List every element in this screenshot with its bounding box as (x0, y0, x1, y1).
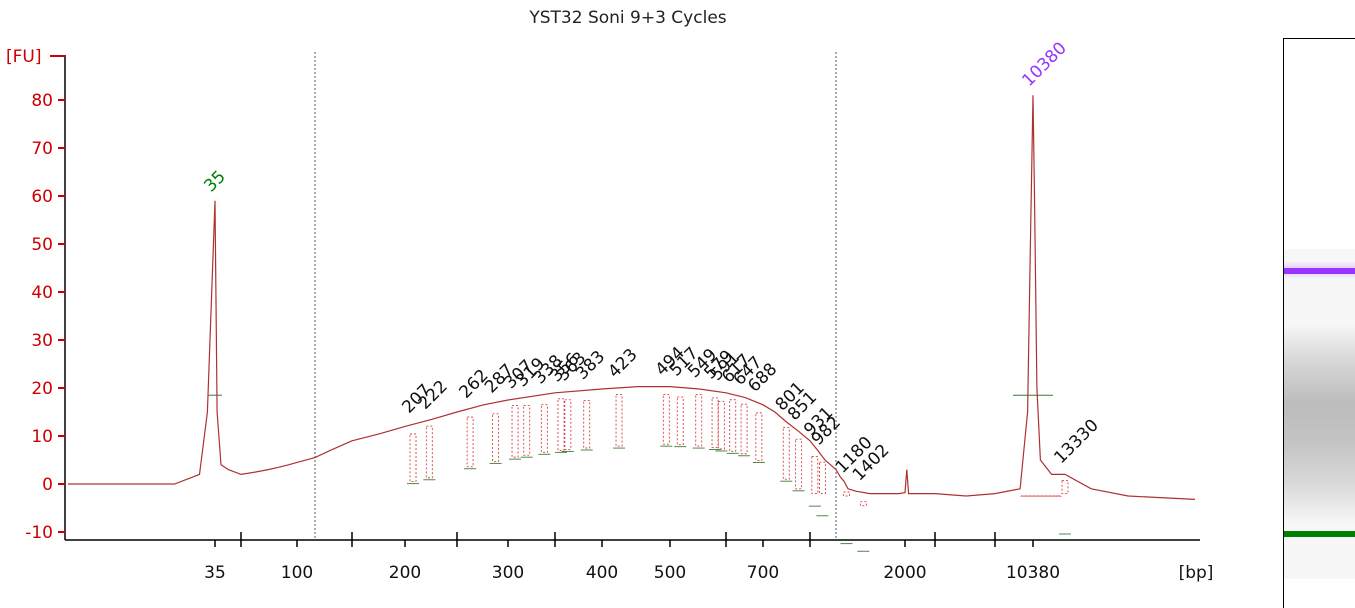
upper-marker-band (1284, 268, 1355, 274)
peak-integration-box (467, 417, 473, 467)
peak-integration-box (493, 414, 499, 462)
trace-line (68, 95, 1195, 499)
y-tick-label: 70 (31, 139, 53, 159)
peak-integration-box (796, 439, 802, 489)
x-tick-label: 500 (654, 563, 686, 583)
peak-integration-box (819, 462, 825, 493)
y-tick-label: 50 (31, 235, 53, 255)
x-tick-label: 300 (492, 563, 524, 583)
peak-integration-box (718, 401, 724, 449)
x-tick-label: 200 (389, 563, 421, 583)
peak-integration-box (812, 457, 818, 494)
y-tick-label: 80 (31, 91, 53, 111)
peak-integration-box (677, 397, 683, 445)
peak-integration-boxes (208, 394, 1071, 551)
peak-integration-box (843, 492, 849, 496)
peak-integration-box (565, 400, 571, 450)
peak-integration-box (410, 434, 416, 482)
y-tick-label: 40 (31, 283, 53, 303)
peak-integration-box (696, 394, 702, 446)
peak-integration-box (512, 406, 518, 458)
x-tick-label: 400 (586, 563, 618, 583)
region-lines (315, 52, 836, 540)
peak-integration-box (730, 400, 736, 452)
y-axis-label: [FU] (6, 47, 42, 67)
peak-integration-box (616, 394, 622, 446)
trace-layer (68, 95, 1195, 499)
peak-integration-box (756, 413, 762, 461)
x-tick-label: 2000 (883, 563, 926, 583)
lower-marker-band (1284, 531, 1355, 537)
peak-integration-box (1062, 480, 1068, 493)
x-tick-label: 700 (747, 563, 779, 583)
marker-peak-label: 35 (200, 167, 229, 196)
peak-integration-box (584, 400, 590, 448)
gel-smear (1284, 324, 1355, 524)
y-tick-label: 0 (42, 475, 53, 495)
x-tick-label: 100 (281, 563, 313, 583)
gel-lane-image (1283, 38, 1355, 608)
peak-integration-box (741, 404, 747, 454)
peak-integration-box (558, 399, 564, 451)
y-tick-label: 20 (31, 379, 53, 399)
y-tick-label: -10 (25, 523, 53, 543)
y-tick-label: 60 (31, 187, 53, 207)
peak-integration-box (712, 398, 718, 448)
x-tick-label: 10380 (1006, 563, 1060, 583)
electropherogram-chart: -10 0 10 20 30 40 50 60 70 80 [FU] 35 100 200 300 400 50… (0, 0, 1256, 607)
peak-label: 423 (604, 345, 641, 382)
peak-integration-box (860, 502, 866, 506)
x-axis-label: [bp] (1179, 563, 1214, 583)
marker-peak-label: 10380 (1018, 38, 1070, 90)
y-tick-label: 10 (31, 427, 53, 447)
peak-label: 13330 (1050, 416, 1102, 468)
y-tick-label: 30 (31, 331, 53, 351)
peak-integration-box (426, 426, 432, 478)
x-tick-label: 35 (204, 563, 226, 583)
peak-integration-box (524, 406, 530, 456)
peak-integration-box (541, 405, 547, 453)
peak-integration-box (663, 395, 669, 445)
peak-integration-box (783, 428, 789, 480)
